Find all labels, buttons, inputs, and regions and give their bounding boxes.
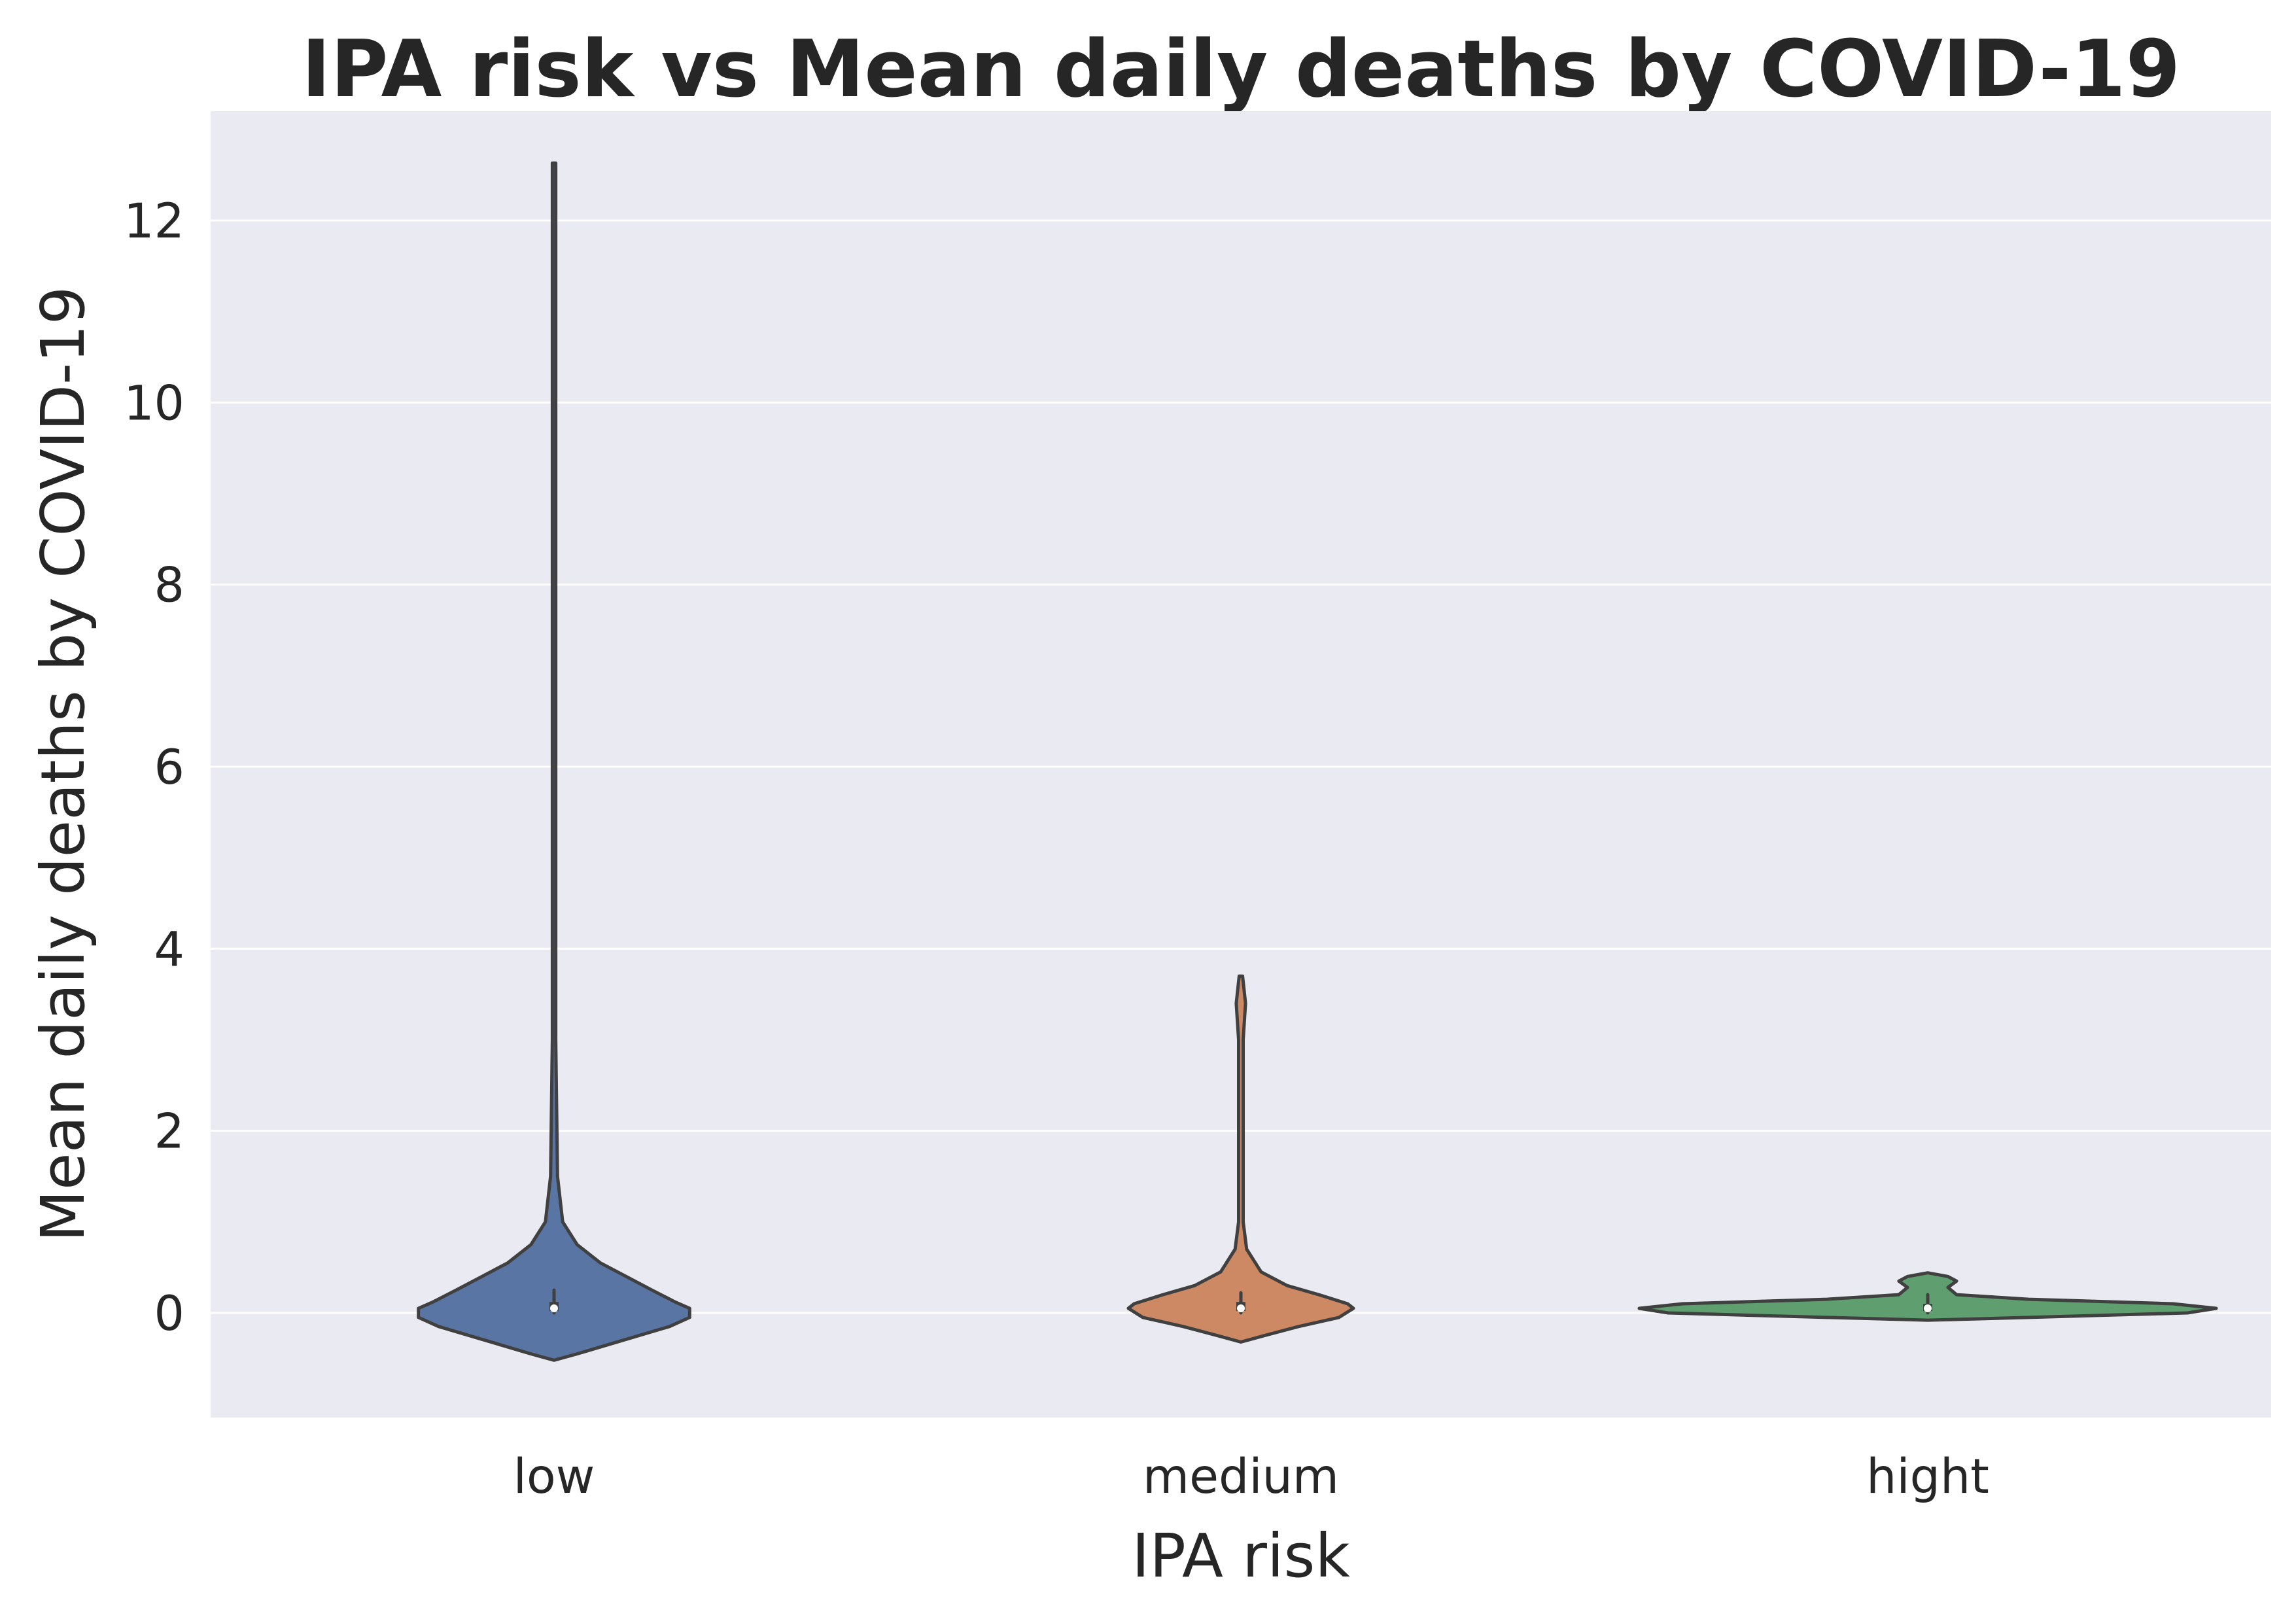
- x-tick-label: hight: [1866, 1449, 1989, 1505]
- x-tick-label: medium: [1143, 1449, 1339, 1505]
- violins: [417, 161, 2218, 1362]
- y-tick-label: 6: [154, 740, 184, 795]
- y-tick-label: 10: [124, 375, 184, 431]
- x-tick-label: low: [513, 1449, 595, 1505]
- y-tick-label: 4: [154, 922, 184, 977]
- median-hight: [1924, 1304, 1932, 1313]
- median-low: [550, 1304, 558, 1313]
- y-tick-label: 8: [154, 558, 184, 614]
- violin-medium: [1126, 974, 1355, 1344]
- violin-low: [417, 161, 691, 1362]
- y-axis-label: Mean daily deaths by COVID-19: [28, 287, 98, 1242]
- y-tick-label: 0: [154, 1286, 184, 1342]
- chart-title: IPA risk vs Mean daily deaths by COVID-1…: [302, 24, 2180, 115]
- y-tick-label: 12: [124, 194, 184, 249]
- x-axis-label: IPA risk: [1132, 1521, 1350, 1591]
- x-axis-ticks: low medium hight: [513, 1449, 1989, 1505]
- y-axis-ticks: 0 2 4 6 8 10 12: [124, 194, 184, 1342]
- median-medium: [1237, 1304, 1245, 1313]
- y-tick-label: 2: [154, 1104, 184, 1160]
